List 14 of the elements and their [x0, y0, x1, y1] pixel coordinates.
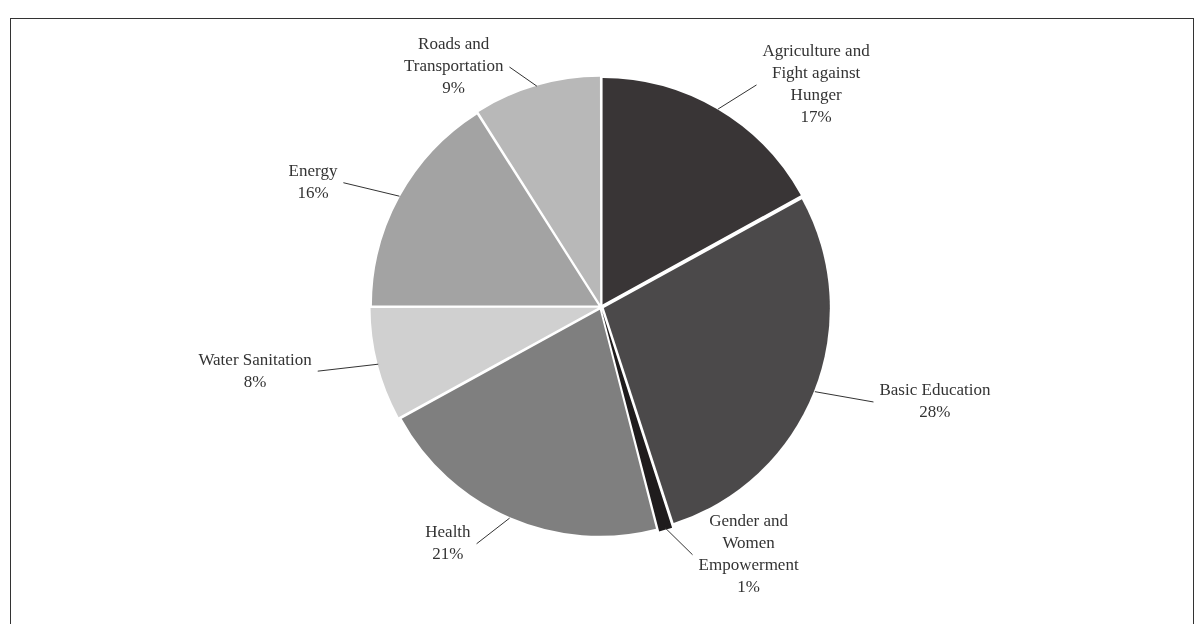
data-label: 16% — [297, 183, 329, 203]
data-label: 21% — [432, 544, 464, 564]
data-label: 9% — [442, 78, 466, 98]
data-label: 17% — [800, 107, 832, 127]
data-label: 8% — [243, 371, 267, 391]
slice-label: Agriculture and Fight against Hunger — [762, 41, 871, 105]
slice-label: Water Sanitation — [198, 349, 313, 369]
data-label: 1% — [737, 577, 760, 597]
slice-label: Roads and Transportation — [403, 34, 504, 76]
slice-label: Health — [425, 522, 472, 542]
slice-label: Gender and Women Empowerment — [698, 511, 799, 575]
slice-label: Energy — [288, 161, 338, 181]
data-label: 28% — [919, 402, 951, 422]
slice-label: Basic Education — [879, 380, 991, 400]
